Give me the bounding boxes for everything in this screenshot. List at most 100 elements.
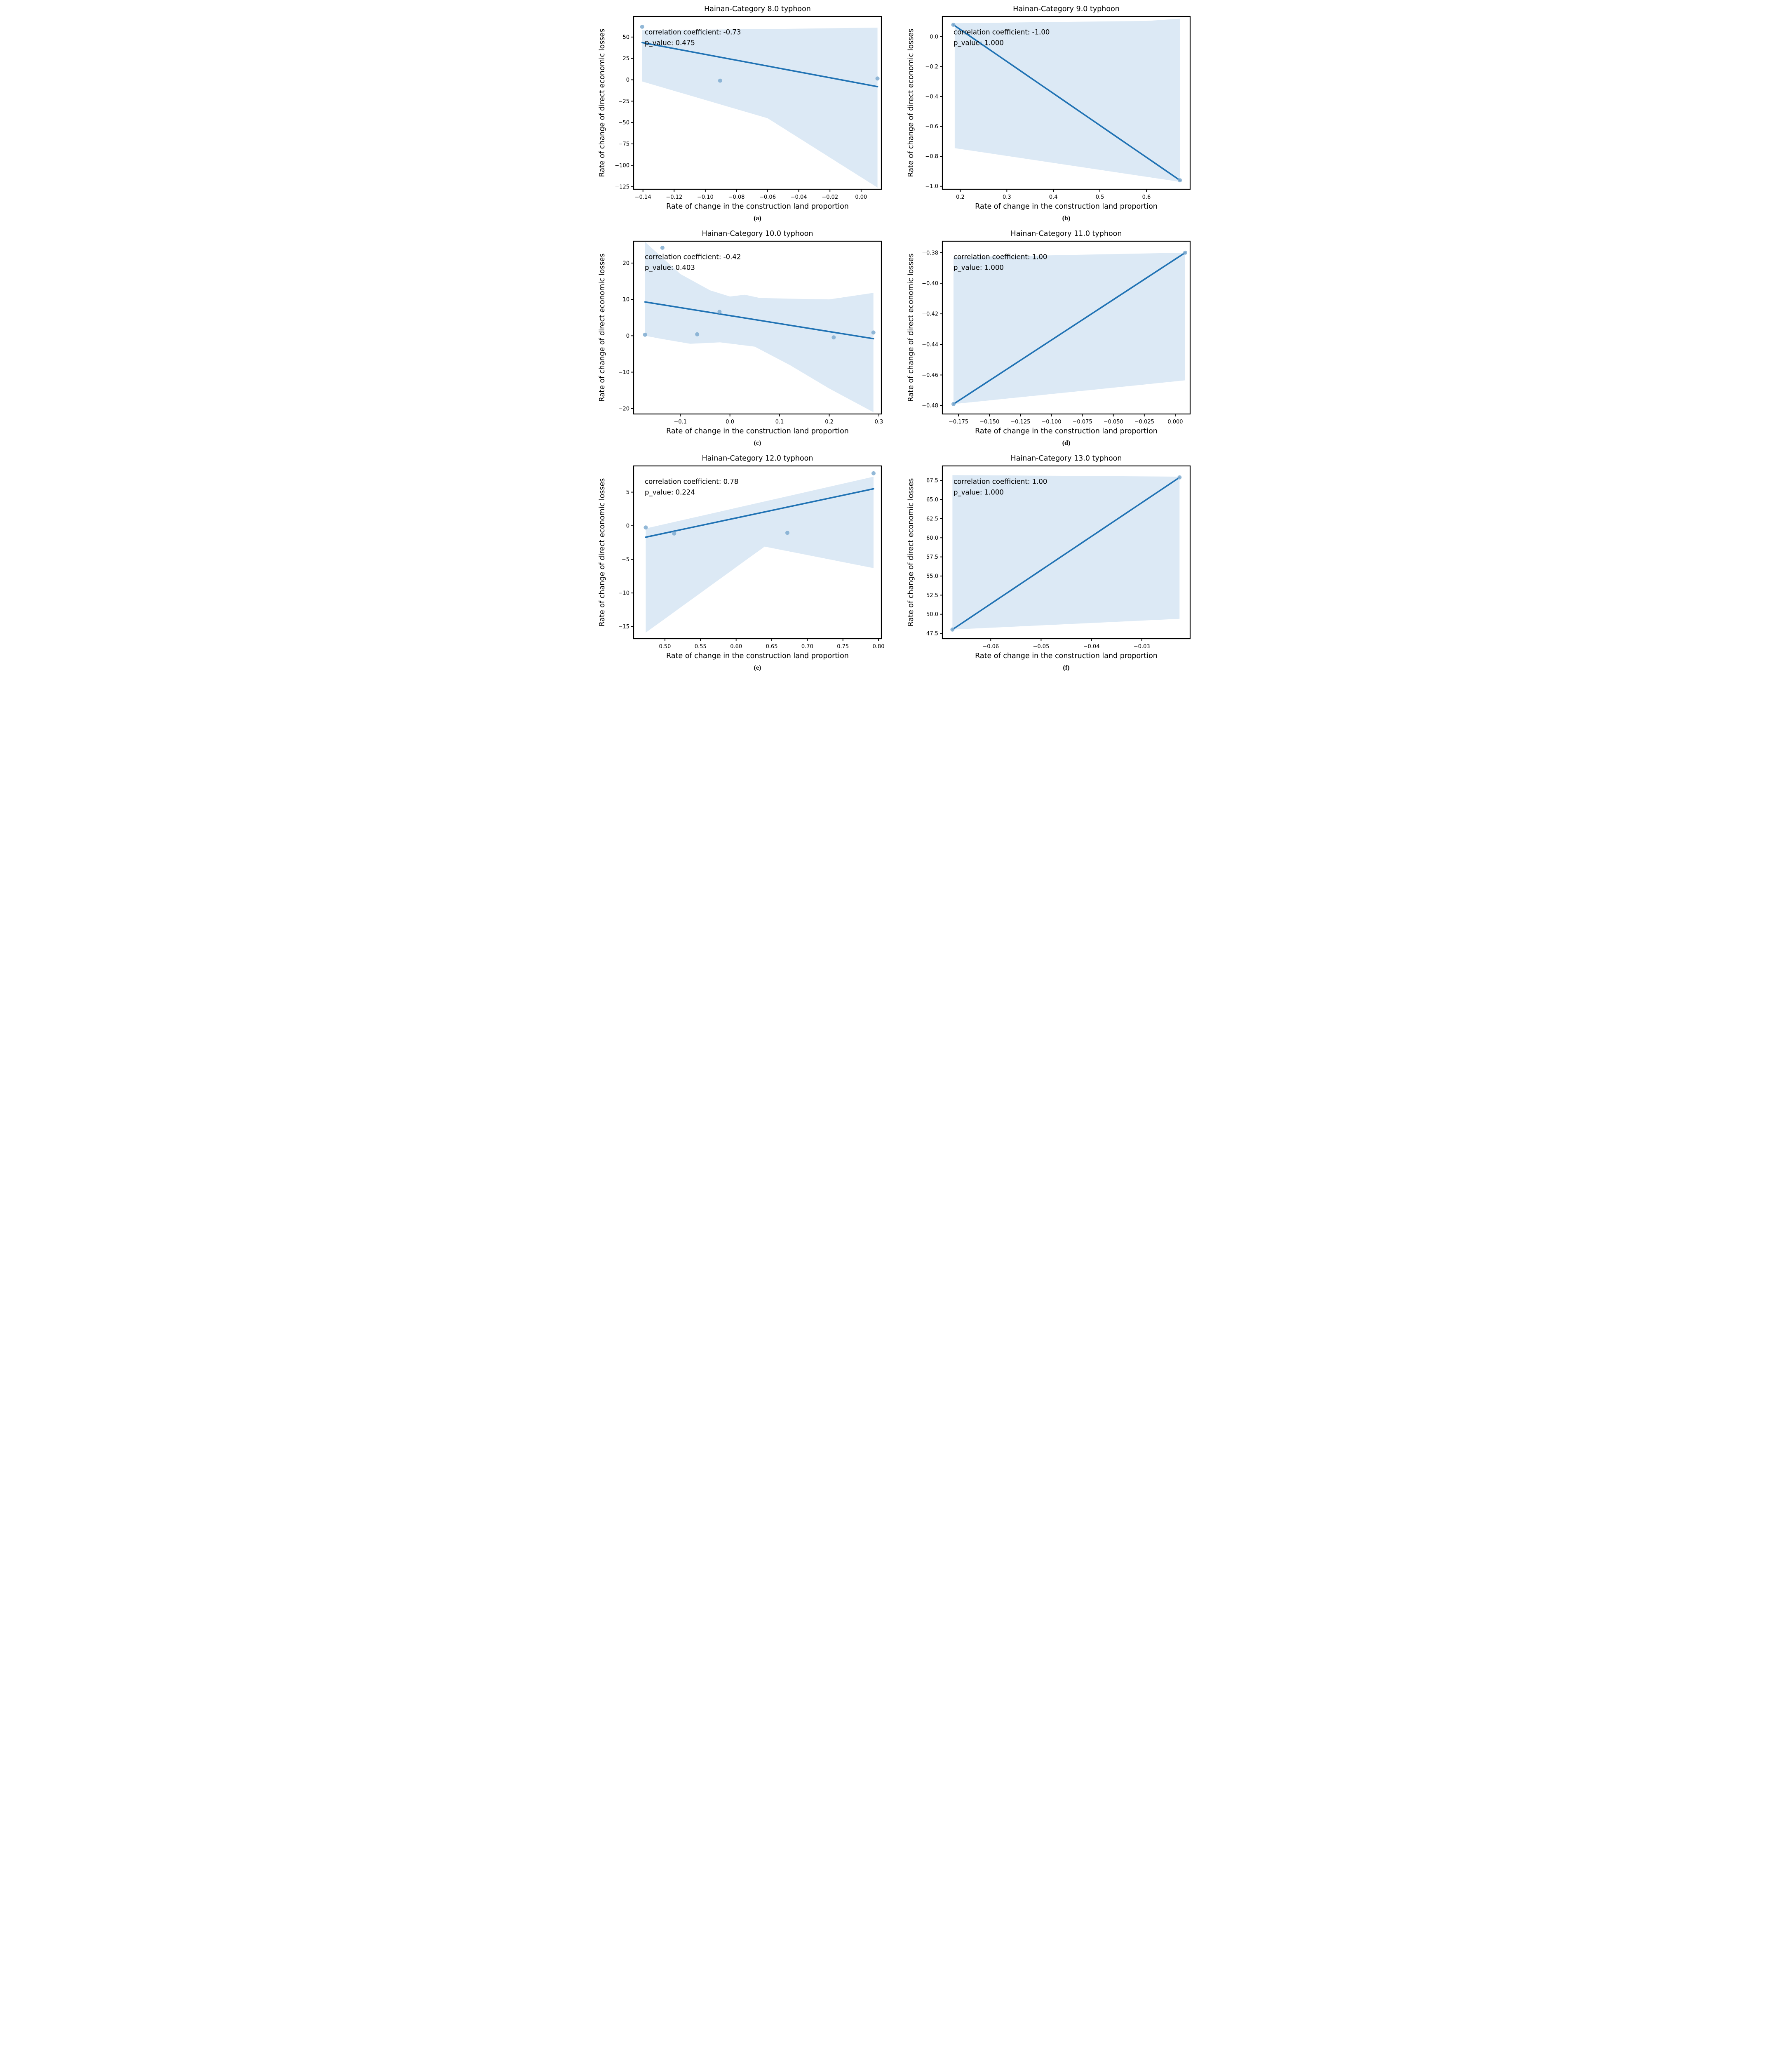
data-point bbox=[871, 471, 876, 475]
y-tick-label: 0 bbox=[626, 77, 629, 83]
correlation-annotation: correlation coefficient: -0.42 bbox=[645, 253, 741, 261]
data-point bbox=[717, 310, 722, 314]
x-tick-label: −0.025 bbox=[1134, 419, 1154, 425]
y-tick-label: 47.5 bbox=[926, 631, 938, 637]
panel-b: 0.2 0.3 0.4 0.5 0.6 0.0 −0.2 −0.4 −0.6 −0.8 −1.0 Ha… bbox=[906, 2, 1195, 226]
chart-hainan-category-9: 0.2 0.3 0.4 0.5 0.6 0.0 −0.2 −0.4 −0.6 −0.8 −1.0 Ha… bbox=[907, 5, 1191, 211]
y-tick-label: 25 bbox=[622, 56, 629, 62]
regression-line bbox=[952, 24, 1181, 181]
p-value-annotation: p_value: 0.475 bbox=[645, 39, 695, 47]
subplot-caption-e: (e) bbox=[754, 664, 761, 671]
x-tick-label: 0.2 bbox=[956, 194, 965, 200]
panel-f: −0.06 −0.05 −0.04 −0.03 67.5 65.0 62.5 60.0 57.5… bbox=[906, 452, 1195, 676]
y-tick-label: −0.44 bbox=[922, 342, 938, 348]
y-tick-label: −0.46 bbox=[922, 372, 938, 379]
chart-hainan-category-11: −0.175 −0.150 −0.125 −0.100 −0.075 −0.050 −0.0… bbox=[907, 230, 1191, 435]
y-tick-label: −0.8 bbox=[925, 154, 938, 160]
x-axis-label: Rate of change in the construction land … bbox=[975, 427, 1158, 435]
typhoon-correlation-figure: −0.14 −0.12 −0.10 −0.08 −0.06 −0.04 −0.02 0.00 5… bbox=[597, 2, 1195, 676]
confidence-band bbox=[645, 242, 874, 412]
figure-page: −0.14 −0.12 −0.10 −0.08 −0.06 −0.04 −0.02 0.00 5… bbox=[0, 0, 1792, 684]
x-tick-label: −0.100 bbox=[1041, 419, 1061, 425]
y-tick-label: −125 bbox=[615, 184, 629, 190]
p-value-annotation: p_value: 1.000 bbox=[954, 39, 1004, 47]
x-tick-label: 0.65 bbox=[766, 644, 778, 650]
x-tick-label: −0.175 bbox=[949, 419, 968, 425]
y-tick-label: 20 bbox=[622, 260, 629, 266]
subplot-caption-c: (c) bbox=[754, 440, 761, 447]
panel-d: −0.175 −0.150 −0.125 −0.100 −0.075 −0.050 −0.0… bbox=[906, 227, 1195, 451]
data-point bbox=[660, 245, 665, 250]
x-tick-label: −0.12 bbox=[666, 194, 682, 200]
y-tick-label: −50 bbox=[618, 120, 629, 126]
plot-title: Hainan-Category 9.0 typhoon bbox=[1013, 5, 1120, 13]
y-tick-label: −15 bbox=[618, 624, 629, 630]
data-point bbox=[871, 330, 876, 335]
y-tick-label: 0 bbox=[626, 523, 629, 529]
y-axis-label: Rate of change of direct economic losses bbox=[598, 478, 606, 627]
y-tick-label: −25 bbox=[618, 99, 629, 105]
x-tick-label: −0.08 bbox=[728, 194, 745, 200]
y-axis-label: Rate of change of direct economic losses bbox=[598, 254, 606, 402]
data-point bbox=[831, 335, 836, 340]
x-tick-label: −0.1 bbox=[674, 419, 687, 425]
subplot-caption-d: (d) bbox=[1062, 440, 1071, 447]
y-tick-label: −10 bbox=[618, 590, 629, 597]
x-tick-label: 0.6 bbox=[1142, 194, 1151, 200]
p-value-annotation: p_value: 0.224 bbox=[645, 489, 695, 497]
y-axis-label: Rate of change of direct economic losses bbox=[907, 254, 915, 402]
x-tick-label: 0.1 bbox=[775, 419, 784, 425]
y-tick-label: −0.2 bbox=[925, 64, 938, 70]
x-tick-label: −0.150 bbox=[979, 419, 999, 425]
x-tick-label: −0.04 bbox=[791, 194, 807, 200]
y-tick-label: −75 bbox=[618, 141, 629, 148]
regression-line bbox=[641, 42, 878, 87]
y-tick-label: 10 bbox=[622, 297, 629, 303]
data-point bbox=[1178, 178, 1182, 183]
y-tick-label: 0.0 bbox=[930, 34, 938, 40]
data-point bbox=[951, 402, 956, 406]
x-axis-label: Rate of change in the construction land … bbox=[975, 202, 1158, 211]
plot-title: Hainan-Category 11.0 typhoon bbox=[1011, 230, 1122, 238]
x-tick-label: 0.000 bbox=[1167, 419, 1183, 425]
data-point bbox=[695, 332, 700, 336]
x-tick-label: 0.00 bbox=[855, 194, 867, 200]
x-tick-label: 0.70 bbox=[801, 644, 813, 650]
x-axis-label: Rate of change in the construction land … bbox=[666, 652, 849, 660]
x-tick-label: 0.60 bbox=[730, 644, 742, 650]
y-tick-label: 52.5 bbox=[926, 593, 938, 599]
data-point bbox=[672, 531, 676, 536]
y-tick-label: 57.5 bbox=[926, 554, 938, 560]
correlation-annotation: correlation coefficient: 0.78 bbox=[645, 478, 738, 486]
x-tick-label: 0.5 bbox=[1096, 194, 1104, 200]
x-tick-label: 0.50 bbox=[659, 644, 671, 650]
data-point bbox=[643, 332, 647, 337]
x-tick-label: 0.3 bbox=[875, 419, 883, 425]
x-tick-label: 0.0 bbox=[726, 419, 734, 425]
p-value-annotation: p_value: 1.000 bbox=[954, 264, 1004, 272]
y-tick-label: 50.0 bbox=[926, 611, 938, 618]
data-point bbox=[951, 23, 956, 27]
y-tick-label: −5 bbox=[622, 557, 629, 563]
axes-spines bbox=[942, 240, 1191, 415]
x-tick-label: −0.05 bbox=[1033, 644, 1050, 650]
y-tick-label: −0.40 bbox=[922, 280, 938, 287]
x-tick-label: 0.75 bbox=[837, 644, 849, 650]
y-tick-label: 67.5 bbox=[926, 478, 938, 484]
x-axis-label: Rate of change in the construction land … bbox=[666, 202, 849, 211]
plot-title: Hainan-Category 10.0 typhoon bbox=[702, 230, 813, 238]
data-point bbox=[644, 525, 648, 530]
y-tick-label: −1.0 bbox=[925, 183, 938, 190]
y-tick-label: 5 bbox=[626, 489, 629, 496]
data-point bbox=[875, 76, 880, 81]
y-tick-label: −0.4 bbox=[925, 94, 938, 100]
x-tick-label: −0.125 bbox=[1010, 419, 1030, 425]
y-tick-label: −20 bbox=[618, 406, 629, 412]
regression-line bbox=[953, 252, 1186, 405]
y-tick-label: 62.5 bbox=[926, 516, 938, 522]
plot-title: Hainan-Category 13.0 typhoon bbox=[1011, 454, 1122, 463]
correlation-annotation: correlation coefficient: 1.00 bbox=[954, 253, 1047, 261]
panel-c: −0.1 0.0 0.1 0.2 0.3 20 10 0 −10 −20 Hainan-Catego… bbox=[597, 227, 886, 451]
x-tick-label: −0.03 bbox=[1134, 644, 1150, 650]
chart-hainan-category-10: −0.1 0.0 0.1 0.2 0.3 20 10 0 −10 −20 Hainan-Catego… bbox=[598, 230, 883, 435]
